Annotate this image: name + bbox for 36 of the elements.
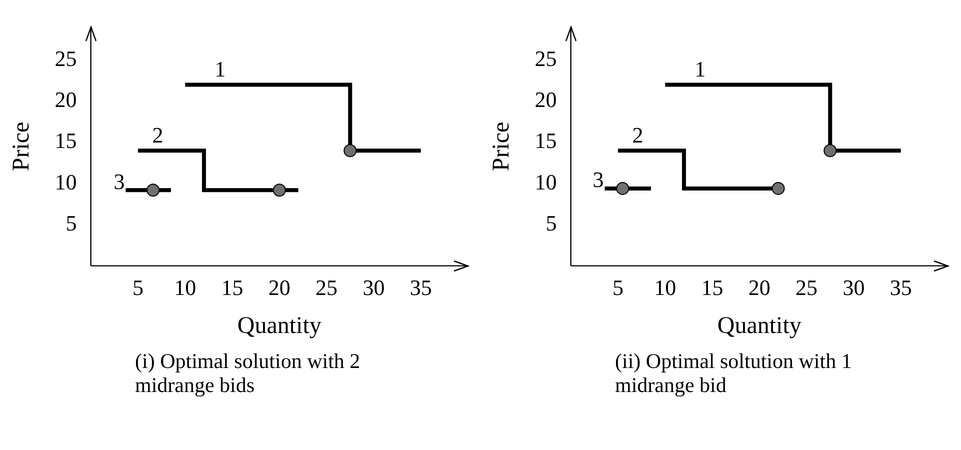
x-tick-label: 30 bbox=[362, 274, 385, 300]
y-tick-label: 25 bbox=[534, 46, 557, 71]
x-tick-label: 10 bbox=[174, 274, 196, 300]
y-tick-label: 20 bbox=[534, 87, 557, 112]
x-tick-label: 20 bbox=[748, 274, 770, 300]
x-tick-label: 10 bbox=[654, 274, 676, 300]
y-axis-title: Price bbox=[488, 122, 515, 172]
y-tick-label: 5 bbox=[546, 210, 557, 236]
x-tick-label: 30 bbox=[842, 274, 865, 300]
x-tick-label: 15 bbox=[701, 274, 724, 300]
y-tick-label: 10 bbox=[54, 169, 77, 194]
series-label: 3 bbox=[114, 168, 125, 194]
y-tick-label: 25 bbox=[54, 46, 77, 71]
y-tick-label: 20 bbox=[54, 87, 77, 112]
y-tick-label: 5 bbox=[66, 210, 77, 236]
series-label: 3 bbox=[592, 167, 604, 192]
series-label: 2 bbox=[152, 122, 164, 148]
y-tick-label: 15 bbox=[54, 128, 77, 154]
text: (ii) Optimal soltution with 1 midrange bid bbox=[615, 349, 853, 397]
y-tick-label: 15 bbox=[534, 128, 557, 154]
x-tick-label: 35 bbox=[410, 274, 432, 300]
x-axis-title: Quantity bbox=[237, 312, 322, 339]
x-tick-label: 5 bbox=[612, 274, 624, 300]
text: (i) Optimal solution with 2 midrange bids bbox=[135, 349, 362, 397]
x-tick-label: 15 bbox=[221, 274, 244, 300]
x-tick-label: 5 bbox=[132, 274, 144, 300]
series-label: 1 bbox=[214, 56, 226, 82]
y-axis-title: Price bbox=[8, 122, 35, 172]
x-tick-label: 25 bbox=[316, 274, 338, 300]
series-label: 2 bbox=[632, 122, 644, 148]
x-axis-title: Quantity bbox=[717, 312, 802, 339]
series-label: 1 bbox=[694, 56, 706, 82]
x-tick-label: 35 bbox=[890, 274, 912, 300]
y-tick-label: 10 bbox=[534, 169, 557, 194]
x-tick-label: 20 bbox=[268, 274, 290, 300]
x-tick-label: 25 bbox=[796, 274, 818, 300]
